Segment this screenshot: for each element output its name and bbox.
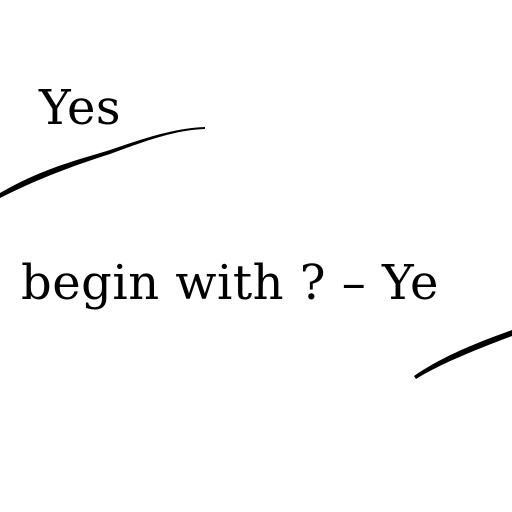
handwritten-text-line: begin with ? – Ye [21, 255, 439, 311]
underline-stroke-bottom [414, 330, 512, 379]
yes-word-top: Yes [39, 80, 122, 136]
